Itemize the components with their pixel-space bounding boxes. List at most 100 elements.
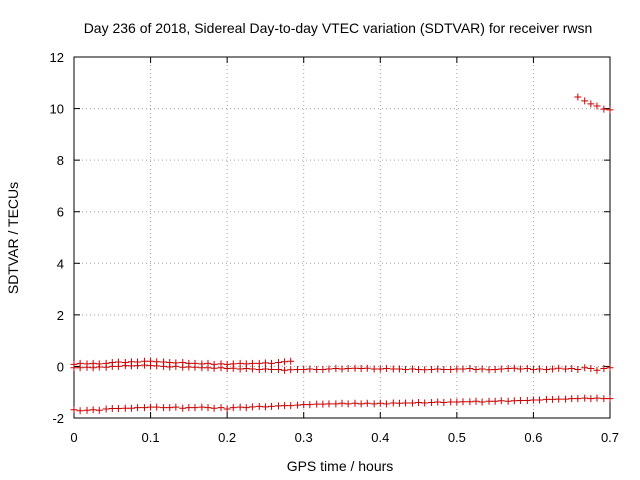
data-point [363,364,371,372]
data-point [268,402,276,410]
data-point [300,401,308,409]
data-point [217,404,225,412]
data-point [198,364,206,372]
data-point [223,364,231,372]
data-point [389,365,397,373]
data-point [568,364,576,372]
data-point [600,364,608,372]
data-point [542,395,550,403]
data-point [236,365,244,373]
data-point [83,406,91,414]
data-point [89,406,97,414]
data-point [523,364,531,372]
data-point [351,399,359,407]
data-point [357,400,365,408]
y-tick-label: 6 [57,205,64,220]
data-point [497,397,505,405]
data-point [440,399,448,407]
data-point [127,404,135,412]
series-track-middle [70,361,614,374]
data-point [466,398,474,406]
data-point [376,399,384,407]
y-tick-label: 8 [57,153,64,168]
data-point [166,363,174,371]
data-point [453,398,461,406]
data-point [415,399,423,407]
data-point [370,365,378,373]
data-point [313,400,321,408]
data-point [198,403,206,411]
data-point [121,404,129,412]
data-point [191,404,199,412]
data-point [593,394,601,402]
data-point [261,403,269,411]
data-point [523,396,531,404]
data-point [242,404,250,412]
data-point [332,364,340,372]
data-point [395,399,403,407]
data-point [395,365,403,373]
data-point [89,364,97,372]
data-point [421,399,429,407]
data-point [440,366,448,374]
data-point [453,365,461,373]
data-point [376,365,384,373]
data-point [121,362,129,370]
data-point [281,366,289,374]
data-point [261,365,269,373]
data-point [114,362,122,370]
data-point [587,395,595,403]
data-point [108,362,116,370]
data-point [191,363,199,371]
data-point [332,400,340,408]
data-point [210,404,218,412]
data-point [574,395,582,403]
data-point [153,403,161,411]
data-point [95,363,103,371]
y-tick-label: 2 [57,308,64,323]
data-point [389,399,397,407]
data-point [274,402,282,410]
data-point [255,366,263,374]
data-point [428,399,436,407]
data-point [179,404,187,412]
data-point [185,363,193,371]
data-point [294,366,302,374]
data-point [344,364,352,372]
data-point [134,404,142,412]
data-point [223,405,231,413]
data-point [147,362,155,370]
data-point [606,106,614,114]
x-tick-label: 0.5 [448,430,466,445]
data-point [421,366,429,374]
data-point [338,399,346,407]
data-point [325,400,333,408]
data-point [351,364,359,372]
data-point [160,404,168,412]
data-point [472,366,480,374]
x-tick-label: 0.3 [295,430,313,445]
data-points [70,93,614,415]
data-point [549,365,557,373]
data-point [338,365,346,373]
data-point [325,365,333,373]
data-point [172,403,180,411]
data-point [606,395,614,403]
data-point [485,366,493,374]
data-point [600,395,608,403]
data-point [229,404,237,412]
data-point [248,403,256,411]
data-point [459,398,467,406]
data-point [447,366,455,374]
series-track-high [574,93,614,114]
data-point [172,362,180,370]
data-point [510,397,518,405]
data-point [210,364,218,372]
data-point [140,404,148,412]
data-point [70,406,78,414]
data-point [281,402,289,410]
data-point [478,365,486,373]
data-point [102,405,110,413]
series-track-lower [70,394,614,415]
